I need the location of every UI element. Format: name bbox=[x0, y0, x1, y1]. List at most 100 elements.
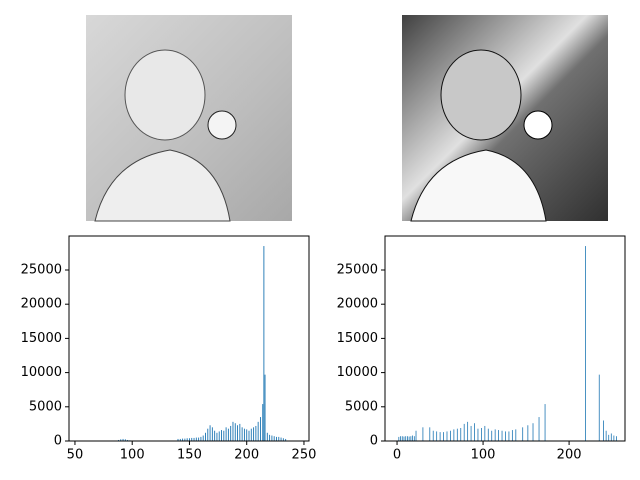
bar bbox=[432, 430, 434, 441]
bar bbox=[410, 436, 412, 441]
bar bbox=[538, 417, 540, 441]
bar bbox=[487, 428, 489, 441]
x-tick-label: 250 bbox=[292, 448, 317, 463]
bar bbox=[259, 417, 261, 441]
bar bbox=[127, 439, 129, 441]
x-tick-label: 150 bbox=[177, 448, 202, 463]
bar bbox=[243, 428, 245, 441]
bar bbox=[202, 435, 204, 441]
bar bbox=[207, 428, 209, 441]
bar bbox=[477, 428, 479, 441]
bar bbox=[250, 428, 252, 441]
bar bbox=[193, 437, 195, 441]
bar bbox=[246, 429, 248, 441]
bar bbox=[400, 436, 401, 441]
y-tick-label: 25000 bbox=[21, 262, 62, 277]
bar bbox=[401, 436, 403, 441]
bar bbox=[505, 431, 506, 441]
y-tick-label: 20000 bbox=[337, 297, 378, 312]
bar bbox=[120, 439, 122, 441]
y-tick-label: 25000 bbox=[337, 262, 378, 277]
bar bbox=[403, 436, 405, 441]
bar bbox=[494, 429, 496, 441]
bar bbox=[422, 427, 424, 441]
bar bbox=[234, 423, 236, 441]
bar bbox=[498, 430, 500, 441]
bar bbox=[415, 430, 417, 441]
bar bbox=[239, 423, 241, 441]
bar bbox=[214, 430, 216, 441]
bar bbox=[269, 434, 271, 441]
bar bbox=[598, 374, 600, 441]
bar bbox=[122, 438, 124, 441]
bar bbox=[198, 437, 200, 441]
bar bbox=[118, 439, 119, 441]
bar bbox=[439, 432, 441, 441]
axes-frame bbox=[384, 235, 626, 442]
bar bbox=[179, 438, 181, 441]
y-tick-label: 10000 bbox=[337, 365, 378, 380]
bar bbox=[511, 430, 513, 441]
y-tick-label: 10000 bbox=[21, 365, 62, 380]
bar bbox=[263, 246, 265, 441]
bar bbox=[209, 425, 211, 441]
bar bbox=[232, 421, 234, 441]
bar bbox=[522, 427, 524, 441]
bar bbox=[484, 425, 486, 441]
bar bbox=[446, 431, 448, 441]
image-left bbox=[86, 15, 292, 222]
bar bbox=[405, 436, 407, 441]
bar bbox=[527, 425, 529, 441]
y-tick-label: 20000 bbox=[21, 297, 62, 312]
bar bbox=[191, 437, 193, 441]
bar bbox=[491, 430, 493, 441]
y-tick-label: 0 bbox=[370, 434, 378, 449]
bar bbox=[603, 420, 604, 441]
bar bbox=[230, 425, 232, 441]
bar bbox=[407, 436, 408, 441]
bar bbox=[544, 404, 546, 441]
bar bbox=[248, 430, 250, 441]
bar bbox=[257, 421, 259, 441]
bar bbox=[436, 431, 438, 441]
bar bbox=[613, 435, 615, 441]
bar bbox=[408, 436, 410, 441]
bar bbox=[398, 436, 400, 441]
bar bbox=[264, 374, 266, 441]
bar bbox=[532, 423, 534, 441]
bar bbox=[456, 428, 458, 441]
image-right bbox=[402, 15, 608, 222]
bar bbox=[467, 421, 469, 441]
bar bbox=[282, 438, 284, 441]
bar bbox=[501, 430, 503, 441]
bar bbox=[184, 438, 186, 441]
bar bbox=[237, 425, 239, 441]
y-tick-label: 15000 bbox=[21, 331, 62, 346]
bar bbox=[412, 435, 413, 441]
bar bbox=[182, 438, 184, 441]
axes-frame bbox=[68, 235, 310, 442]
x-tick-label: 0 bbox=[393, 448, 401, 463]
bar bbox=[177, 438, 179, 441]
bar bbox=[443, 432, 444, 441]
bar bbox=[508, 431, 510, 441]
bar bbox=[255, 425, 257, 441]
y-tick-label: 5000 bbox=[29, 399, 62, 414]
bar bbox=[463, 423, 465, 441]
bar bbox=[460, 428, 462, 441]
bar bbox=[453, 429, 455, 441]
bar bbox=[585, 246, 586, 441]
bar bbox=[429, 427, 431, 441]
bar bbox=[189, 438, 190, 441]
bar bbox=[474, 423, 475, 441]
bar bbox=[227, 428, 229, 441]
bar bbox=[200, 436, 202, 441]
bar bbox=[223, 430, 225, 441]
bar bbox=[195, 437, 197, 441]
bar bbox=[271, 435, 273, 441]
bar bbox=[253, 427, 255, 441]
bar bbox=[610, 433, 612, 441]
bar bbox=[608, 434, 610, 441]
bar bbox=[211, 427, 213, 441]
